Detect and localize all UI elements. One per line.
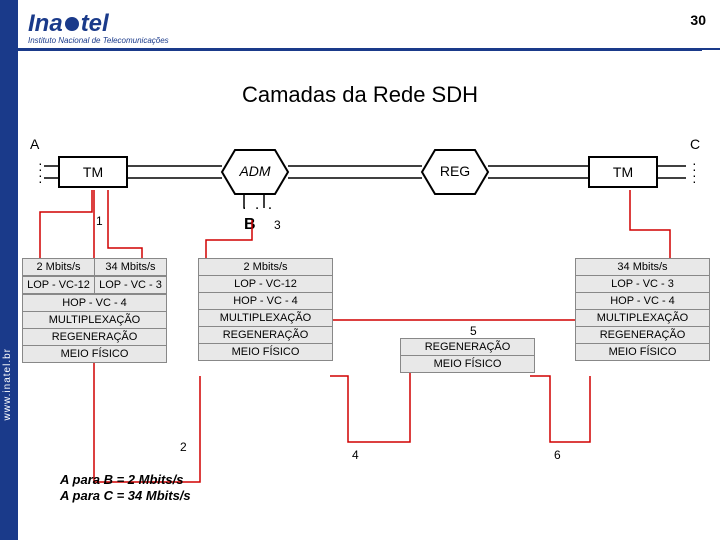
reg-text: REG: [440, 163, 470, 179]
s2-r6: MEIO FÍSICO: [198, 343, 333, 361]
s4-r4: MULTIPLEXAÇÃO: [575, 309, 710, 327]
adm-text: ADM: [238, 163, 270, 179]
num-5: 5: [470, 324, 477, 338]
page-title: Camadas da Rede SDH: [0, 82, 720, 108]
header-divider: [18, 48, 702, 51]
institute-subtitle: Instituto Nacional de Telecomunicações: [28, 36, 169, 45]
s4-r5: REGENERAÇÃO: [575, 326, 710, 344]
s2-r5: REGENERAÇÃO: [198, 326, 333, 344]
num-1: 1: [96, 214, 103, 228]
sidebar-url: www.inatel.br: [2, 348, 13, 420]
s2-r4: MULTIPLEXAÇÃO: [198, 309, 333, 327]
label-b: B: [244, 216, 256, 234]
stack-2: 2 Mbits/s LOP - VC-12 HOP - VC - 4 MULTI…: [198, 258, 333, 360]
stack-4: 34 Mbits/s LOP - VC - 3 HOP - VC - 4 MUL…: [575, 258, 710, 360]
s1-r4: MULTIPLEXAÇÃO: [22, 311, 167, 329]
dots-c: ····: [692, 160, 697, 184]
s1-r3: HOP - VC - 4: [22, 294, 167, 312]
s4-r1: 34 Mbits/s: [575, 258, 710, 276]
s1-r5: REGENERAÇÃO: [22, 328, 167, 346]
node-tm-right: TM: [588, 156, 658, 188]
dots-adm: . . .: [242, 196, 274, 214]
s4-r3: HOP - VC - 4: [575, 292, 710, 310]
logo-dot-icon: [65, 17, 79, 31]
s4-r6: MEIO FÍSICO: [575, 343, 710, 361]
dots-a: ····: [38, 160, 43, 184]
s4-r2: LOP - VC - 3: [575, 275, 710, 293]
s1-r1a: 2 Mbits/s: [22, 258, 95, 276]
logo-text-2: tel: [81, 10, 109, 37]
num-3: 3: [274, 218, 281, 232]
logo: Inatel: [28, 10, 109, 38]
s1-r2a: LOP - VC-12: [22, 276, 95, 294]
s1-r6: MEIO FÍSICO: [22, 345, 167, 363]
s2-r3: HOP - VC - 4: [198, 292, 333, 310]
s1-r1b: 34 Mbits/s: [94, 258, 167, 276]
diagram-area: A ···· TM ADM . . . REG TM C ···· B: [30, 120, 708, 530]
s3-r5: REGENERAÇÃO: [400, 338, 535, 356]
logo-text-1: Ina: [28, 10, 63, 37]
sidebar: www.inatel.br: [0, 0, 18, 540]
label-c: C: [690, 136, 700, 152]
stack-1: 2 Mbits/s 34 Mbits/s LOP - VC-12 LOP - V…: [22, 258, 167, 362]
s1-r2b: LOP - VC - 3: [94, 276, 167, 294]
s3-r6: MEIO FÍSICO: [400, 355, 535, 373]
label-a: A: [30, 136, 39, 152]
page: www.inatel.br Inatel Instituto Nacional …: [0, 0, 720, 540]
num-6: 6: [554, 448, 561, 462]
s2-r1: 2 Mbits/s: [198, 258, 333, 276]
caption-2: A para C = 34 Mbits/s: [60, 488, 191, 503]
stack-3: REGENERAÇÃO MEIO FÍSICO: [400, 338, 535, 372]
num-4: 4: [352, 448, 359, 462]
caption-1: A para B = 2 Mbits/s: [60, 472, 183, 487]
s2-r2: LOP - VC-12: [198, 275, 333, 293]
node-adm: ADM: [210, 148, 300, 201]
node-reg: REG: [410, 148, 500, 201]
page-number: 30: [690, 12, 706, 28]
node-tm-left: TM: [58, 156, 128, 188]
num-2: 2: [180, 440, 187, 454]
